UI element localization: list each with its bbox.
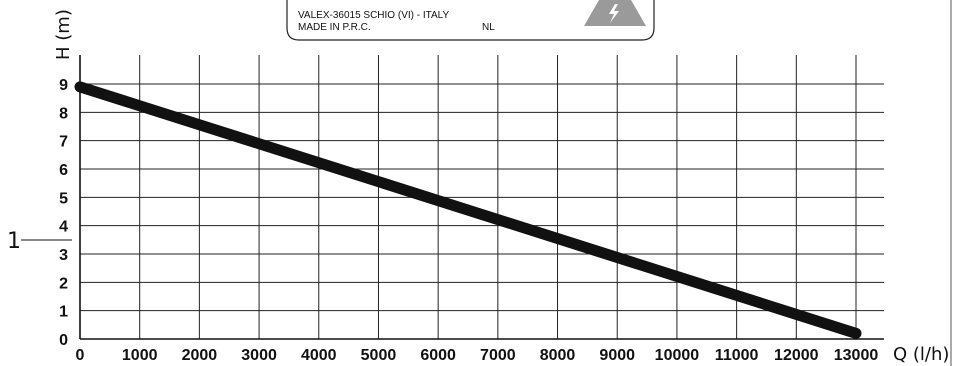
y-tick-label: 1	[59, 304, 68, 321]
x-tick-label: 13000	[834, 347, 879, 364]
y-tick-label: 0	[59, 332, 68, 349]
nameplate-address: VALEX-36015 SCHIO (VI) - ITALY	[298, 10, 449, 21]
y-tick-label: 9	[59, 77, 68, 94]
y-tick-label: 8	[59, 105, 68, 122]
nameplate-lang-code: NL	[482, 22, 495, 33]
y-tick-label: 4	[59, 219, 68, 236]
x-tick-label: 5000	[361, 347, 397, 364]
x-tick-label: 7000	[480, 347, 516, 364]
x-tick-label: 2000	[182, 347, 218, 364]
x-tick-label: 12000	[774, 347, 819, 364]
x-tick-label: 0	[76, 347, 85, 364]
x-tick-label: 6000	[420, 347, 456, 364]
y-axis-title: H (m)	[53, 9, 74, 60]
x-tick-label: 10000	[655, 347, 700, 364]
chart-grid	[80, 55, 884, 339]
callout-number: 1	[7, 229, 21, 254]
chart-axes	[79, 55, 884, 340]
y-tick-label: 2	[59, 275, 68, 292]
y-tick-label: 7	[59, 134, 68, 151]
nameplate: VALEX-36015 SCHIO (VI) - ITALY MADE IN P…	[286, 0, 655, 41]
x-tick-label: 1000	[122, 347, 158, 364]
x-tick-label: 8000	[540, 347, 576, 364]
x-tick-label: 4000	[301, 347, 337, 364]
y-tick-label: 6	[59, 162, 68, 179]
x-tick-label: 9000	[599, 347, 635, 364]
y-tick-labels: 0 1 2 3 4 5 6 7 8 9	[59, 77, 68, 349]
x-axis-title: Q (l/h)	[893, 344, 949, 365]
nameplate-origin: MADE IN P.R.C.	[298, 22, 371, 33]
x-tick-labels: 0 1000 2000 3000 4000 5000 6000 7000 8000 9000 100…	[76, 347, 879, 364]
y-tick-label: 5	[59, 190, 68, 207]
nameplate-frame	[286, 0, 655, 41]
x-tick-label: 3000	[241, 347, 277, 364]
high-voltage-warning-icon	[584, 0, 646, 26]
chart-series	[74, 81, 862, 339]
callout-1: 1	[7, 229, 72, 254]
x-tick-label: 11000	[715, 347, 759, 364]
performance-curve	[74, 81, 862, 339]
y-tick-label: 3	[59, 247, 68, 264]
